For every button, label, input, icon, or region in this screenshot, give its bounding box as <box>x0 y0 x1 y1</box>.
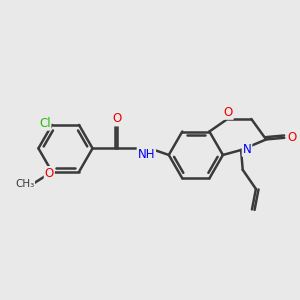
Text: O: O <box>113 112 122 125</box>
Text: O: O <box>224 106 233 119</box>
Text: O: O <box>287 130 296 144</box>
Text: CH₃: CH₃ <box>15 179 34 189</box>
Text: Cl: Cl <box>39 117 50 130</box>
Text: N: N <box>243 143 251 156</box>
Text: O: O <box>45 167 54 180</box>
Text: NH: NH <box>138 148 155 161</box>
